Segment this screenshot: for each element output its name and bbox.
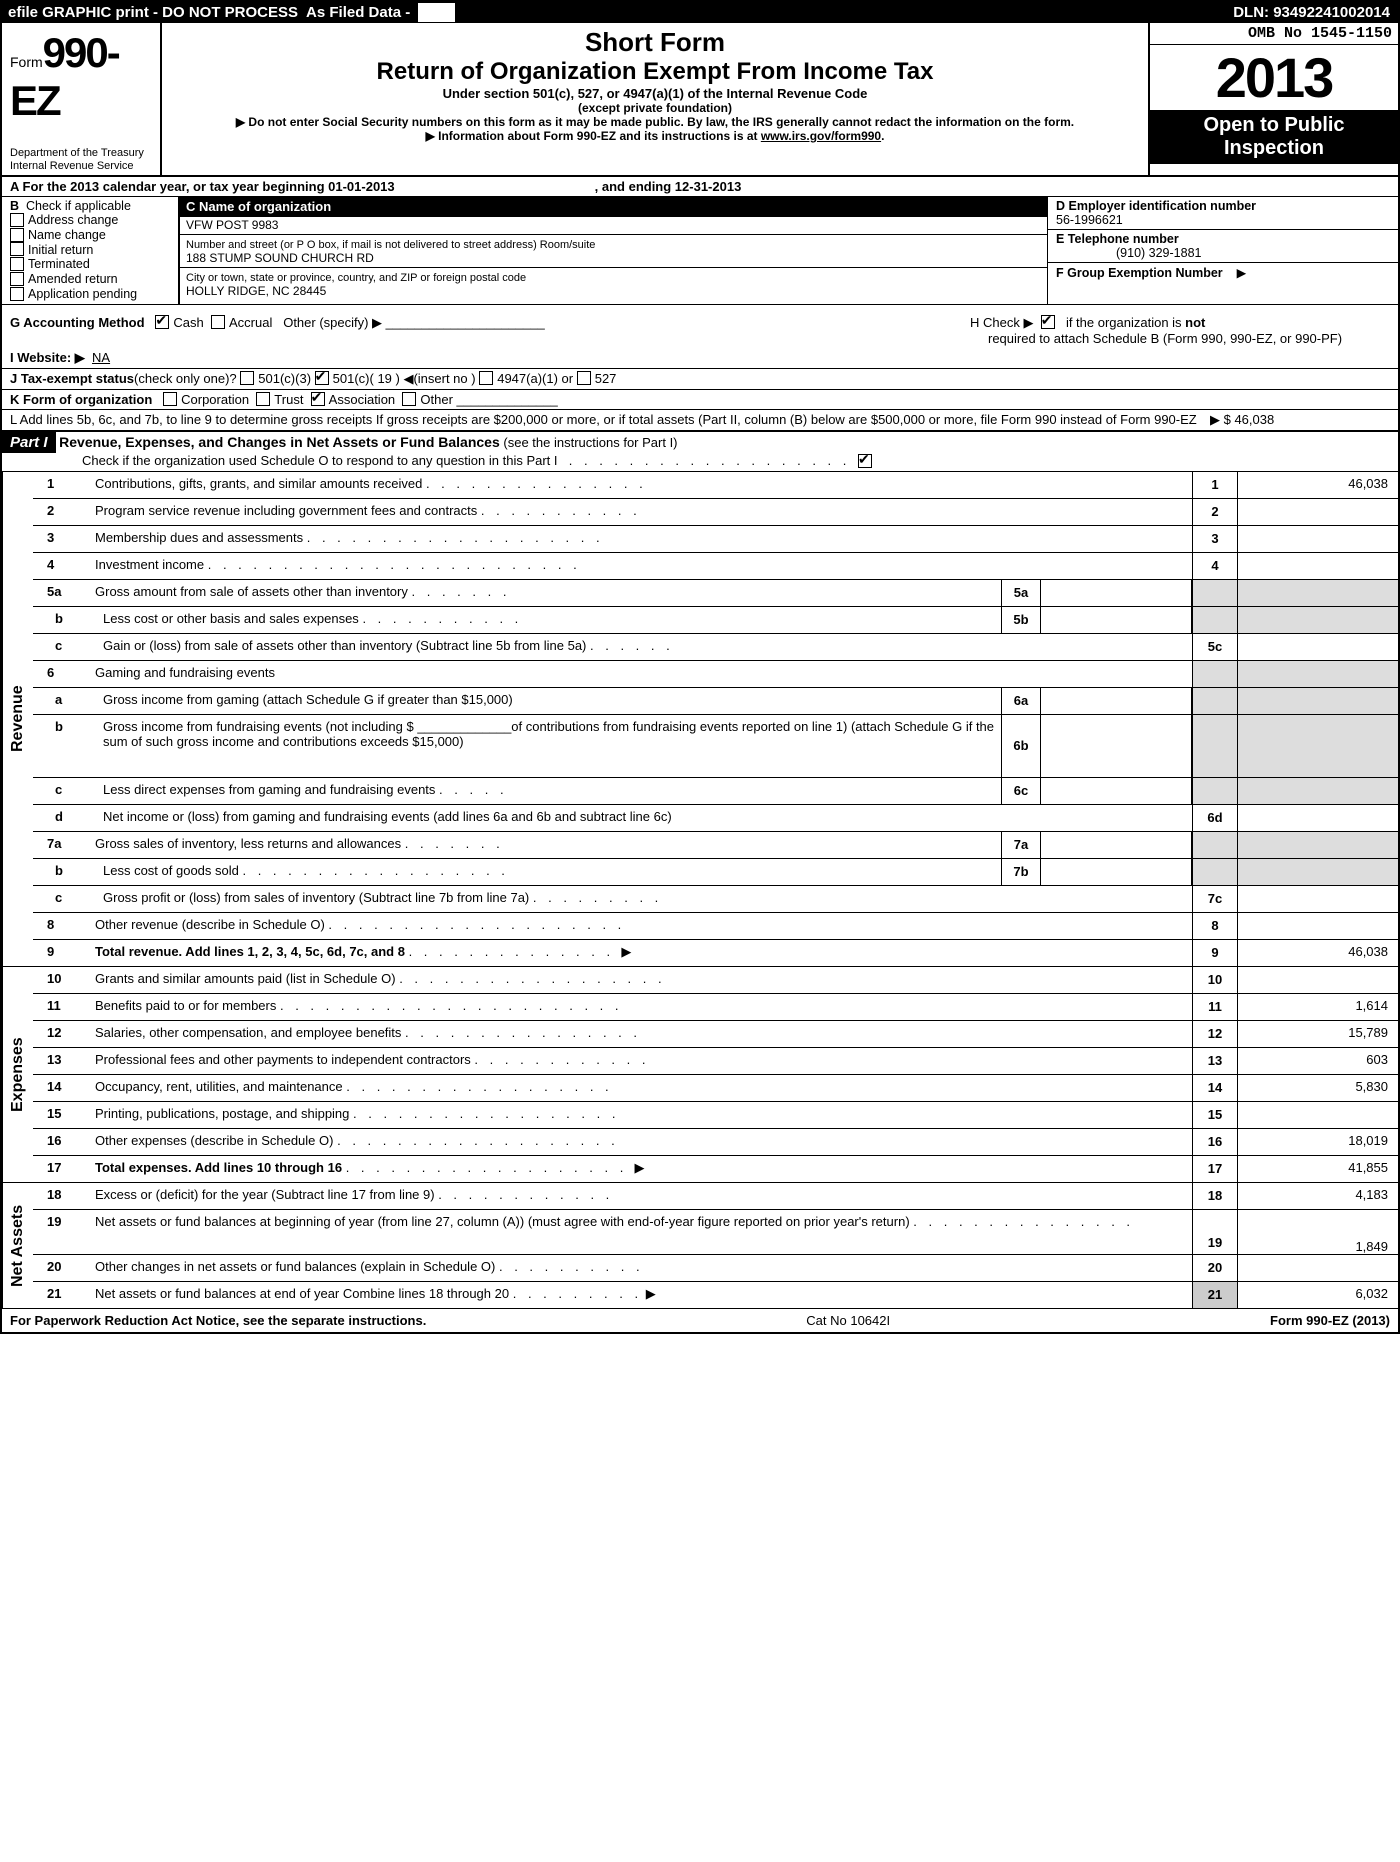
checkbox-501c[interactable] [315, 371, 329, 385]
irs-link[interactable]: www.irs.gov/form990 [761, 129, 881, 143]
checkbox-corporation[interactable] [163, 392, 177, 406]
total-expenses: 41,855 [1238, 1156, 1398, 1182]
org-city: HOLLY RIDGE, NC 28445 [186, 284, 326, 298]
phone-value: (910) 329-1881 [1056, 246, 1201, 260]
checkbox-name-change[interactable] [10, 228, 24, 242]
top-bar: efile GRAPHIC print - DO NOT PROCESS As … [2, 2, 1398, 23]
line-11-amount: 1,614 [1238, 994, 1398, 1020]
section-k: K Form of organization Corporation Trust… [2, 390, 1398, 411]
checkbox-amended[interactable] [10, 272, 24, 286]
section-l: L Add lines 5b, 6c, and 7b, to line 9 to… [2, 410, 1398, 432]
checkbox-address-change[interactable] [10, 213, 24, 227]
header-note-2: ▶ Information about Form 990-EZ and its … [172, 129, 1138, 143]
checkbox-schedule-b[interactable] [1041, 315, 1055, 329]
form-footer: For Paperwork Reduction Act Notice, see … [2, 1308, 1398, 1332]
checkbox-trust[interactable] [256, 392, 270, 406]
netassets-side-label: Net Assets [2, 1183, 33, 1308]
open-public-badge: Open to Public Inspection [1150, 110, 1398, 164]
line-14-amount: 5,830 [1238, 1075, 1398, 1101]
omb-number: OMB No 1545-1150 [1150, 23, 1398, 45]
checkbox-cash[interactable] [155, 315, 169, 329]
line-16-amount: 18,019 [1238, 1129, 1398, 1155]
section-g: G Accounting Method Cash Accrual Other (… [10, 315, 970, 346]
org-street: 188 STUMP SOUND CHURCH RD [186, 251, 374, 265]
subtitle-1: Under section 501(c), 527, or 4947(a)(1)… [172, 86, 1138, 101]
dln-label: DLN: 93492241002014 [1225, 2, 1398, 23]
revenue-side-label: Revenue [2, 472, 33, 966]
asfiled-label: As Filed Data - [304, 2, 461, 23]
line-13-amount: 603 [1238, 1048, 1398, 1074]
line-12-amount: 15,789 [1238, 1021, 1398, 1047]
line-1-amount: 46,038 [1238, 472, 1398, 498]
section-b: B Check if applicable Address change Nam… [2, 197, 180, 303]
section-c: C Name of organization VFW POST 9983 Num… [180, 197, 1047, 303]
checkbox-527[interactable] [577, 371, 591, 385]
asfiled-box [418, 3, 455, 22]
checkbox-501c3[interactable] [240, 371, 254, 385]
checkbox-schedule-o[interactable] [858, 454, 872, 468]
checkbox-initial-return[interactable] [10, 242, 24, 256]
line-21-amount: 6,032 [1238, 1282, 1398, 1308]
line-19-amount: 1,849 [1238, 1210, 1398, 1254]
arrow-icon: ▶ [1237, 266, 1247, 280]
checkbox-4947[interactable] [479, 371, 493, 385]
dept-label: Department of the Treasury Internal Reve… [10, 147, 156, 173]
checkbox-other-org[interactable] [402, 392, 416, 406]
ein-value: 56-1996621 [1056, 213, 1123, 227]
tax-year: 2013 [1150, 45, 1398, 110]
section-h: H Check ▶ if the organization is not req… [970, 315, 1390, 346]
line-a: A For the 2013 calendar year, or tax yea… [2, 177, 1398, 196]
checkbox-application-pending[interactable] [10, 287, 24, 301]
section-def: D Employer identification number 56-1996… [1047, 197, 1398, 303]
efile-label: efile GRAPHIC print - DO NOT PROCESS [2, 2, 304, 23]
line-18-amount: 4,183 [1238, 1183, 1398, 1209]
org-name: VFW POST 9983 [186, 218, 278, 232]
checkbox-accrual[interactable] [211, 315, 225, 329]
return-title: Return of Organization Exempt From Incom… [172, 58, 1138, 86]
short-form-title: Short Form [172, 27, 1138, 58]
section-i: I Website: ▶ NA [2, 348, 1398, 369]
checkbox-association[interactable] [311, 392, 325, 406]
total-revenue: 46,038 [1238, 940, 1398, 966]
expenses-side-label: Expenses [2, 967, 33, 1182]
section-j: J Tax-exempt status(check only one)? 501… [2, 369, 1398, 390]
part-1-header: Part I Revenue, Expenses, and Changes in… [2, 432, 1398, 472]
website-value: NA [92, 350, 110, 365]
header-note-1: ▶ Do not enter Social Security numbers o… [172, 115, 1138, 129]
subtitle-2: (except private foundation) [172, 101, 1138, 115]
form-number: Form990-EZ [10, 29, 156, 125]
gross-receipts: ▶ $ 46,038 [1200, 412, 1390, 428]
checkbox-terminated[interactable] [10, 257, 24, 271]
